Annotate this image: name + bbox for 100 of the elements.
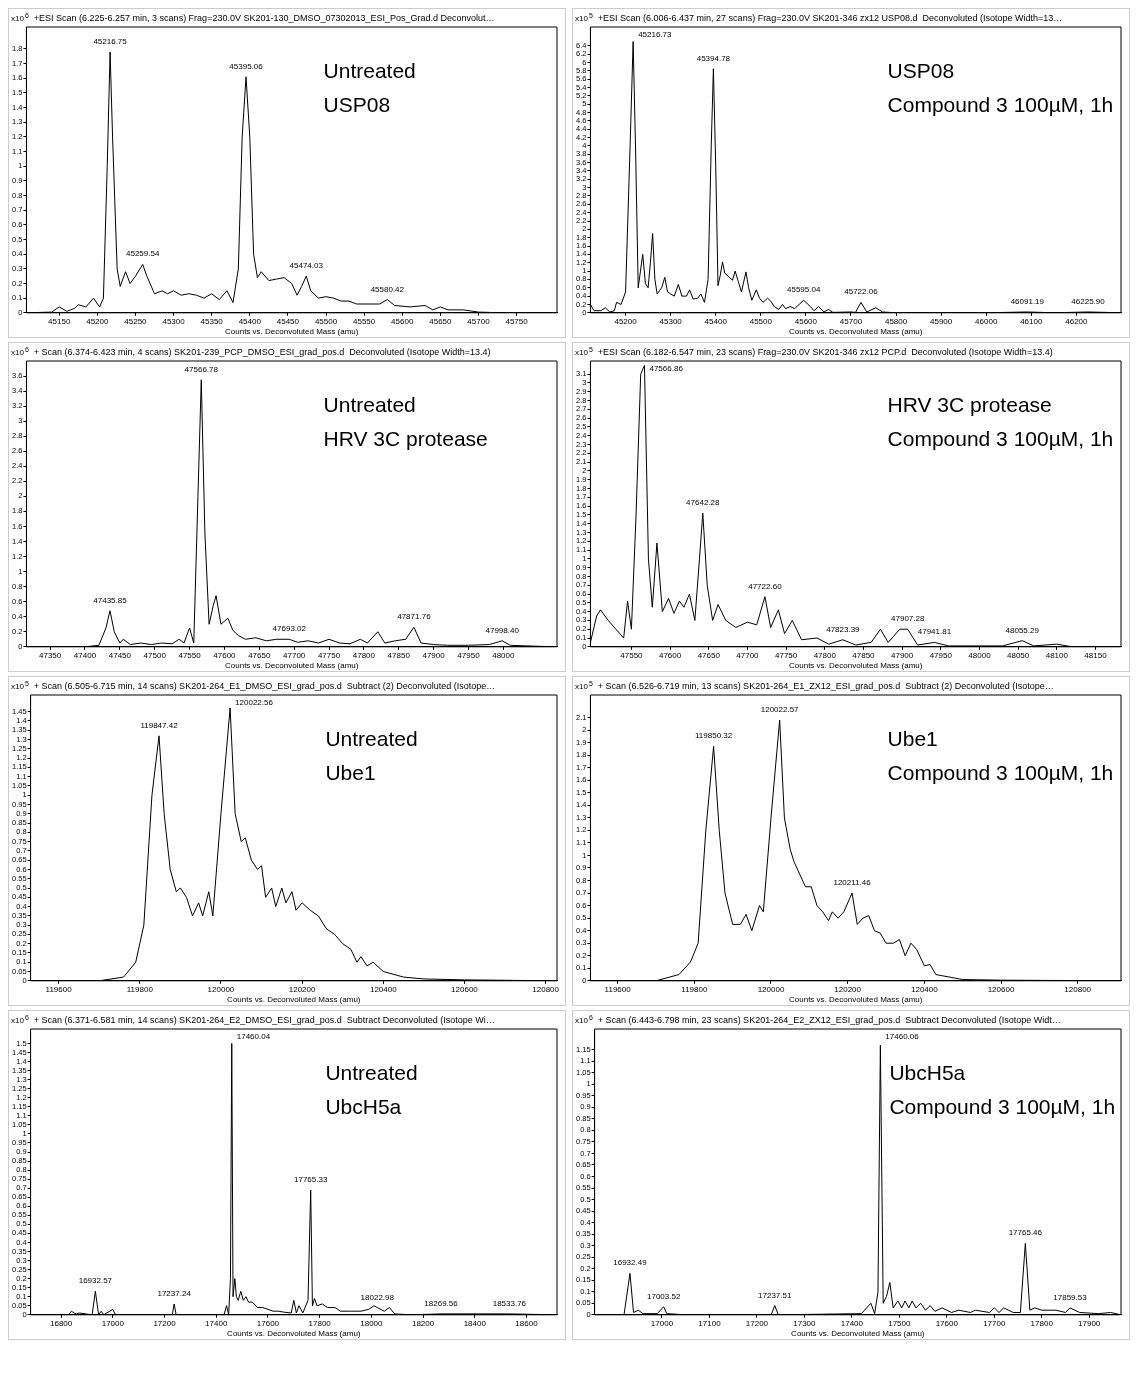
annotation: 47907.28 (891, 614, 925, 624)
chart-title: +ESI Scan (6.182-6.547 min, 23 scans) Frag=230.0V SK201-346 zx12 PCP.d Deconvoluted (Isotope Width=13.4) (597, 347, 1053, 357)
x-tick-label: 119600 (45, 984, 73, 994)
annotation: 47693.02 (272, 624, 307, 634)
x-tick-label: 45450 (276, 316, 300, 326)
x-tick-label: 45800 (884, 316, 908, 326)
x-tick-label: 17400 (205, 1318, 228, 1328)
x-tick-label: 46000 (975, 316, 998, 326)
annotation: 18269.56 (424, 1298, 459, 1308)
annotation: 120022.56 (235, 698, 274, 707)
x-tick-label: 48150 (1084, 650, 1108, 660)
x-tick-label: 120400 (369, 984, 398, 994)
x-tick-label: 120200 (288, 984, 317, 994)
annotation: 17237.51 (758, 1290, 792, 1300)
annotation: 45722.06 (844, 287, 879, 297)
x-tick-label: 47800 (352, 650, 376, 660)
x-tick-label: 47600 (213, 650, 237, 660)
annotation: Compound 3 100µM, 1h (889, 1094, 1116, 1118)
x-tick-label: 120800 (532, 984, 560, 994)
x-tick-label: 47950 (929, 650, 953, 660)
x-tick-label: 48100 (1045, 650, 1069, 660)
x-tick-label: 120200 (834, 984, 862, 994)
annotation: 45216.73 (638, 30, 673, 39)
chart-title: + Scan (6.505-6.715 min, 14 scans) SK201-264_E1_DMSO_ESI_grad_pos.d Subtract (2) Deconvoluted (Isotope… (33, 681, 496, 691)
annotation: HRV 3C protease (323, 426, 488, 450)
x-tick-label: 17200 (153, 1318, 177, 1328)
x-tick-label: 47650 (697, 650, 721, 660)
chart-title: +ESI Scan (6.225-6.257 min, 3 scans) Frag=230.0V SK201-130_DMSO_07302013_ESI_Pos_Grad.d Deconvolut… (33, 13, 495, 23)
x-tick-label: 120000 (757, 984, 785, 994)
x-tick-label: 47900 (422, 650, 446, 660)
annotation: 45394.78 (696, 53, 731, 63)
annotation: Untreated (325, 1060, 418, 1084)
x-tick-label: 47650 (248, 650, 271, 660)
chart-title: + Scan (6.374-6.423 min, 4 scans) SK201-239_PCP_DMSO_ESI_grad_pos.d Deconvoluted (Isotope Width=13.4) (33, 347, 491, 357)
x-tick-label: 120000 (207, 984, 235, 994)
x-tick-label: 47500 (143, 650, 167, 660)
annotation: 45259.54 (126, 249, 160, 259)
x-tick-label: 47850 (852, 650, 876, 660)
annotation: 45595.04 (786, 285, 821, 295)
x-tick-label: 47850 (387, 650, 411, 660)
annotation: Compound 3 100µM, 1h (887, 426, 1114, 450)
x-tick-label: 45750 (505, 316, 529, 326)
chart-title: + Scan (6.371-6.581 min, 14 scans) SK201-264_E2_DMSO_ESI_grad_pos.d Subtract Deconvoluted (Isotope Wi… (33, 1015, 495, 1025)
x-tick-label: 47750 (317, 650, 341, 660)
annotation: 16932.57 (78, 1276, 113, 1286)
x-tick-label: 119800 (126, 984, 154, 994)
x-tick-label: 17300 (793, 1318, 817, 1328)
annotation: 17765.46 (1008, 1228, 1043, 1238)
annotation: Ube1 (325, 760, 376, 784)
annotation: UbcH5a (325, 1094, 402, 1118)
x-tick-label: 18200 (411, 1318, 435, 1328)
x-axis-title: Counts vs. Deconvoluted Mass (amu) (789, 661, 923, 671)
annotation: 18533.76 (492, 1298, 527, 1308)
x-tick-label: 48050 (1007, 650, 1030, 660)
x-tick-label: 47700 (283, 650, 306, 660)
x-tick-label: 45900 (930, 316, 953, 326)
x-tick-label: 45300 (659, 316, 683, 326)
x-tick-label: 17900 (1078, 1318, 1101, 1328)
x-tick-label: 47550 (178, 650, 202, 660)
annotation: 17460.06 (885, 1032, 920, 1041)
x-tick-label: 45250 (124, 316, 148, 326)
x-tick-label: 45700 (467, 316, 491, 326)
x-tick-label: 47800 (813, 650, 837, 660)
x-tick-label: 45150 (48, 316, 71, 326)
x-tick-label: 17600 (256, 1318, 280, 1328)
annotation: 120022.57 (760, 705, 800, 715)
x-tick-label: 18400 (463, 1318, 487, 1328)
x-axis-title: Counts vs. Deconvoluted Mass (amu) (789, 327, 923, 337)
annotation: 17765.33 (294, 1174, 328, 1184)
x-tick-label: 48000 (968, 650, 992, 660)
annotation: 46225.90 (1071, 296, 1106, 306)
x-tick-label: 45600 (794, 316, 818, 326)
x-tick-label: 45350 (200, 316, 224, 326)
annotation: 48055.29 (1005, 625, 1040, 635)
x-tick-label: 120800 (1064, 984, 1092, 994)
annotation: 45395.06 (229, 61, 264, 71)
annotation: 45216.75 (93, 36, 128, 46)
x-tick-label: 45500 (314, 316, 338, 326)
x-tick-label: 17000 (650, 1318, 674, 1328)
x-tick-label: 18000 (360, 1318, 384, 1328)
chart-title: + Scan (6.443-6.798 min, 23 scans) SK201-264_E2_ZX12_ESI_grad_pos.d Subtract Deconvoluted (Isotope Widt… (597, 1015, 1061, 1025)
x-tick-label: 46200 (1065, 316, 1089, 326)
x-tick-label: 47350 (39, 650, 62, 660)
annotation: 45580.42 (370, 284, 405, 294)
annotation: Compound 3 100µM, 1h (887, 92, 1114, 116)
x-tick-label: 45500 (749, 316, 773, 326)
x-tick-label: 17200 (745, 1318, 769, 1328)
annotation: 46091.19 (1010, 296, 1045, 306)
annotation: 119847.42 (140, 720, 179, 730)
x-tick-label: 45400 (704, 316, 728, 326)
x-axis-title: Counts vs. Deconvoluted Mass (amu) (789, 995, 923, 1005)
x-tick-label: 17700 (983, 1318, 1006, 1328)
x-tick-label: 47950 (457, 650, 481, 660)
x-tick-label: 119600 (604, 984, 632, 994)
x-tick-label: 46100 (1020, 316, 1043, 326)
x-tick-label: 47450 (108, 650, 132, 660)
annotation: 16932.49 (613, 1258, 648, 1268)
annotation: 47722.60 (748, 581, 783, 591)
annotation: 47566.78 (184, 364, 219, 374)
x-tick-label: 47400 (73, 650, 97, 660)
